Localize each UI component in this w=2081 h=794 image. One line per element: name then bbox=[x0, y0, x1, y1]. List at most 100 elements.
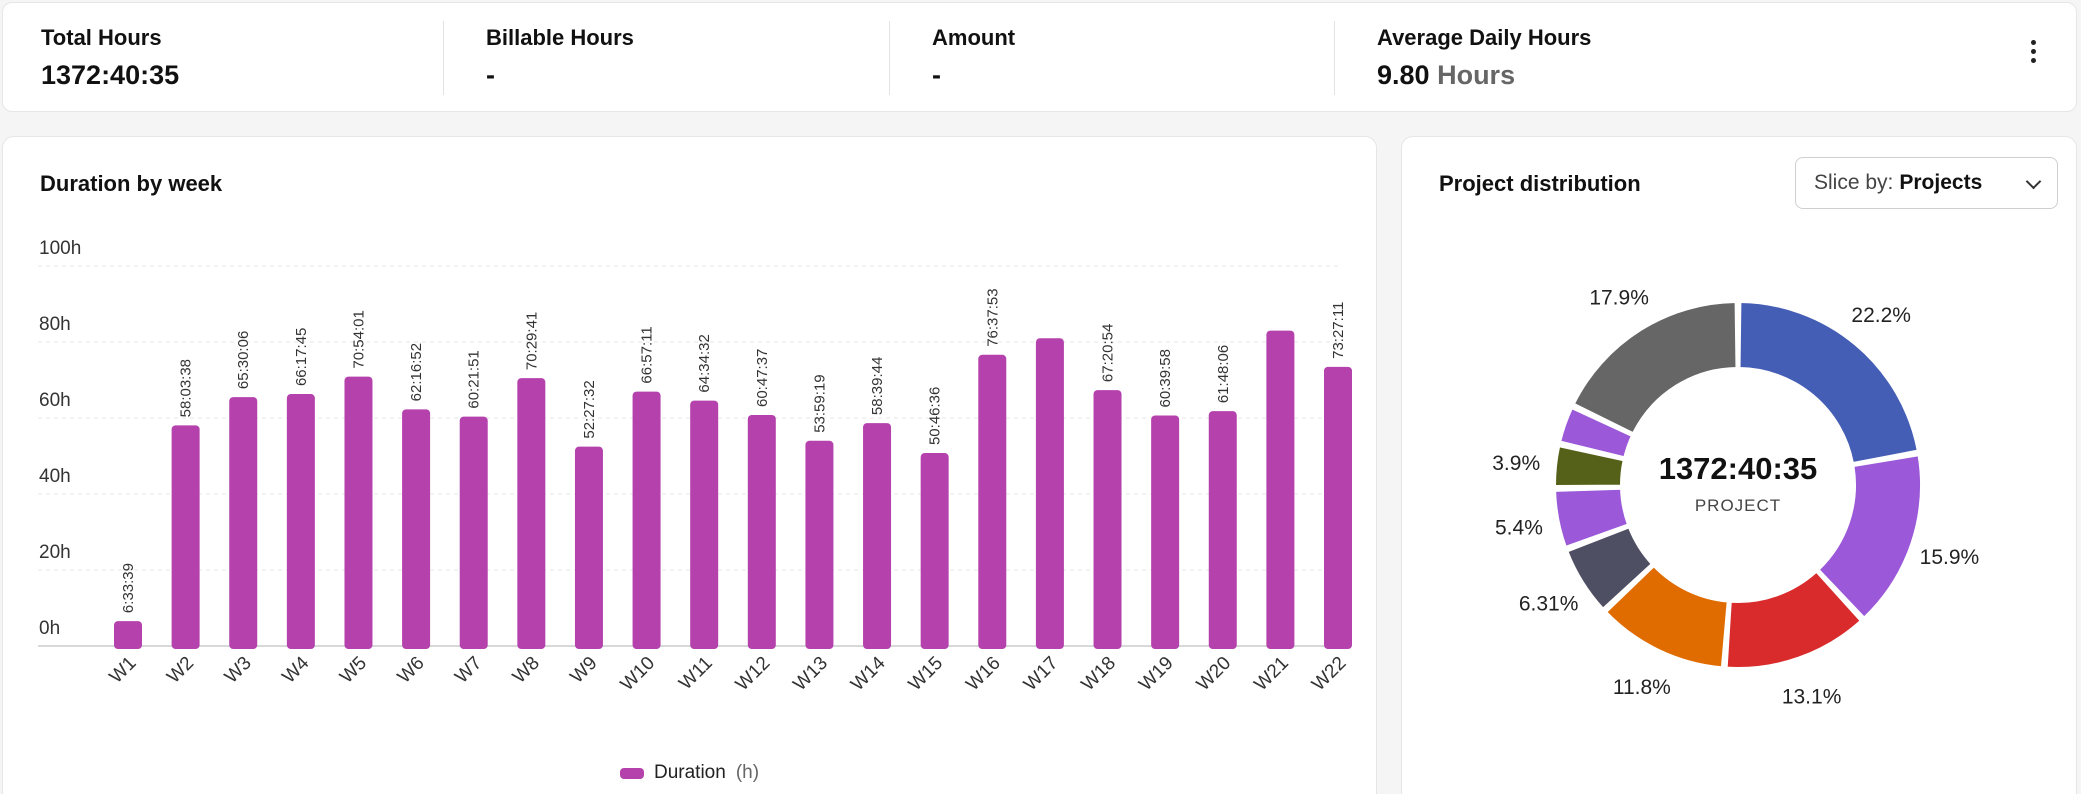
divider bbox=[889, 21, 890, 95]
bar[interactable] bbox=[229, 397, 258, 649]
donut-slice[interactable] bbox=[1817, 454, 1922, 619]
donut-slice[interactable] bbox=[1725, 570, 1862, 669]
x-tick-label: W10 bbox=[617, 653, 659, 695]
bar[interactable] bbox=[863, 423, 892, 649]
bar-data-label: 58:39:44 bbox=[869, 357, 886, 415]
bar[interactable] bbox=[920, 453, 949, 649]
bar-data-label: 66:57:11 bbox=[639, 326, 656, 383]
bar-data-label: 62:16:52 bbox=[408, 343, 425, 401]
bar-data-label: 76:37:53 bbox=[984, 288, 1001, 346]
donut-slice[interactable] bbox=[1605, 565, 1729, 669]
donut-slice[interactable] bbox=[1559, 407, 1633, 459]
stat-value: - bbox=[932, 60, 941, 90]
legend-label: Duration bbox=[654, 762, 726, 783]
bar[interactable] bbox=[978, 354, 1007, 649]
card-title: Project distribution bbox=[1439, 171, 1641, 196]
stat-amount: Amount - bbox=[894, 3, 1334, 113]
bar[interactable] bbox=[402, 409, 431, 649]
x-tick-label: W19 bbox=[1135, 653, 1177, 695]
summary-bar: Total Hours 1372:40:35 Billable Hours - … bbox=[2, 2, 2077, 112]
bar[interactable] bbox=[344, 376, 373, 649]
bar[interactable] bbox=[517, 378, 546, 649]
chart-legend[interactable]: Duration (h) bbox=[620, 762, 759, 784]
x-tick-label: W3 bbox=[221, 653, 256, 688]
legend-unit: (h) bbox=[735, 762, 760, 783]
x-tick-label: W11 bbox=[675, 653, 716, 694]
x-tick-label: W22 bbox=[1308, 653, 1350, 695]
slice-percent-label: 6.31% bbox=[1519, 593, 1579, 616]
slice-percent-label: 22.2% bbox=[1851, 304, 1911, 327]
y-tick-label: 0h bbox=[39, 618, 60, 639]
slice-percent-label: 3.9% bbox=[1492, 452, 1540, 475]
stat-label: Amount bbox=[932, 25, 1016, 50]
donut-slice[interactable] bbox=[1554, 487, 1629, 548]
x-tick-label: W14 bbox=[847, 652, 890, 695]
y-tick-label: 20h bbox=[39, 542, 71, 563]
bar[interactable] bbox=[805, 440, 834, 649]
select-value: Projects bbox=[1899, 171, 1983, 194]
bar[interactable] bbox=[747, 414, 776, 649]
stat-label: Billable Hours bbox=[486, 25, 634, 50]
bar[interactable] bbox=[1208, 411, 1237, 649]
more-vertical-icon[interactable] bbox=[2021, 33, 2045, 69]
bar-data-label: 52:27:32 bbox=[581, 380, 598, 438]
select-label: Slice by: bbox=[1814, 171, 1894, 194]
x-tick-label: W13 bbox=[789, 653, 831, 695]
slice-by-select[interactable]: Slice by: Projects bbox=[1795, 157, 2058, 209]
divider bbox=[443, 21, 444, 95]
card-title: Duration by week bbox=[40, 171, 223, 196]
bar-data-label: 60:21:51 bbox=[466, 350, 483, 408]
x-tick-label: W9 bbox=[566, 653, 601, 688]
bar[interactable] bbox=[459, 416, 488, 649]
bar-data-label: 70:54:01 bbox=[350, 310, 367, 368]
x-tick-label: W6 bbox=[394, 653, 429, 688]
stat-value: - bbox=[486, 60, 495, 90]
x-tick-label: W21 bbox=[1250, 653, 1292, 695]
bar-data-label: 73:27:11 bbox=[1330, 302, 1347, 359]
bar[interactable] bbox=[1324, 366, 1352, 649]
donut-center-label: PROJECT bbox=[1695, 496, 1781, 515]
bar-data-label: 58:03:38 bbox=[178, 359, 195, 417]
bar-data-label: 60:47:37 bbox=[754, 349, 771, 407]
divider bbox=[1334, 21, 1335, 95]
bar-data-label: 66:17:45 bbox=[293, 328, 310, 386]
donut-slice[interactable] bbox=[1566, 526, 1653, 610]
bar[interactable] bbox=[632, 391, 661, 649]
bar[interactable] bbox=[171, 425, 200, 649]
stat-billable-hours: Billable Hours - bbox=[448, 3, 888, 113]
x-tick-label: W7 bbox=[451, 653, 486, 688]
donut-slice[interactable] bbox=[1554, 445, 1625, 488]
bar-data-label: 6:33:39 bbox=[120, 563, 137, 613]
x-tick-label: W15 bbox=[905, 653, 947, 695]
x-tick-label: W1 bbox=[106, 653, 141, 688]
bar[interactable] bbox=[1151, 415, 1180, 649]
bar[interactable] bbox=[114, 621, 142, 649]
bar[interactable] bbox=[286, 394, 315, 649]
bar-data-label: 60:39:58 bbox=[1157, 349, 1174, 407]
donut-slice[interactable] bbox=[1738, 301, 1919, 464]
bar[interactable] bbox=[1093, 390, 1122, 649]
slice-percent-label: 13.1% bbox=[1782, 685, 1842, 708]
stat-number: 9.80 bbox=[1377, 60, 1430, 90]
y-tick-label: 80h bbox=[39, 314, 71, 335]
bar[interactable] bbox=[1266, 330, 1295, 649]
bar-data-label: 70:29:41 bbox=[523, 312, 540, 370]
x-tick-label: W17 bbox=[1020, 653, 1062, 695]
legend-swatch bbox=[620, 767, 644, 779]
bar[interactable] bbox=[690, 400, 719, 649]
bar-data-label: 65:30:06 bbox=[235, 331, 252, 389]
slice-percent-label: 15.9% bbox=[1920, 546, 1980, 569]
slice-percent-label: 5.4% bbox=[1495, 517, 1543, 540]
x-tick-label: W4 bbox=[278, 652, 313, 687]
donut-center-value: 1372:40:35 bbox=[1659, 451, 1818, 486]
x-tick-label: W8 bbox=[509, 653, 544, 688]
donut-slice[interactable] bbox=[1572, 301, 1738, 435]
x-tick-label: W18 bbox=[1078, 653, 1120, 695]
stat-average-daily-hours: Average Daily Hours 9.80 Hours bbox=[1339, 3, 1939, 113]
duration-bar-chart: 0h 20h 40h 60h 80h 100h 6:33:39 W1 58:03:38 W2 65:… bbox=[38, 238, 1352, 695]
bar[interactable] bbox=[1035, 338, 1064, 649]
bar[interactable] bbox=[574, 446, 603, 649]
slice-percent-label: 11.8% bbox=[1613, 676, 1671, 699]
project-distribution-card: Project distribution bbox=[1401, 136, 2077, 794]
x-tick-label: W20 bbox=[1193, 653, 1235, 695]
